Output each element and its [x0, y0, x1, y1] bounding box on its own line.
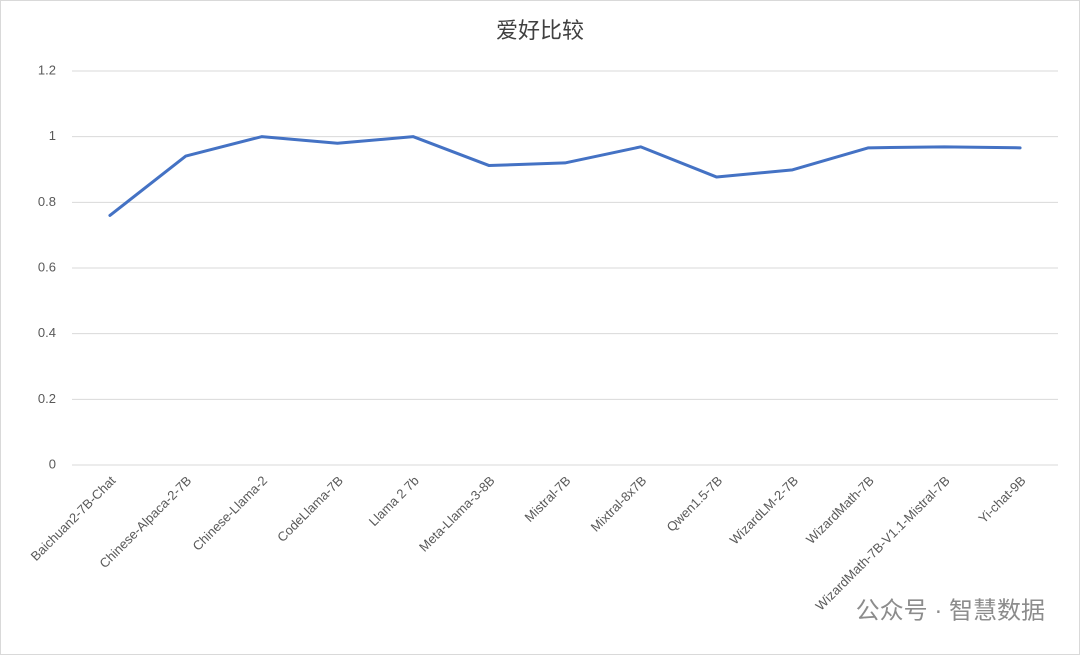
y-tick-label: 0.6: [38, 259, 56, 274]
y-tick-label: 0.2: [38, 391, 56, 406]
y-tick-label: 0.4: [38, 325, 56, 340]
y-tick-label: 1.2: [38, 62, 56, 77]
y-tick-label: 1: [49, 128, 56, 143]
y-tick-label: 0: [49, 456, 56, 471]
y-tick-label: 0.8: [38, 194, 56, 209]
watermark: 公众号 · 智慧数据: [856, 597, 1045, 624]
line: [108, 135, 1022, 217]
chart-title: 爱好比较: [496, 18, 584, 43]
